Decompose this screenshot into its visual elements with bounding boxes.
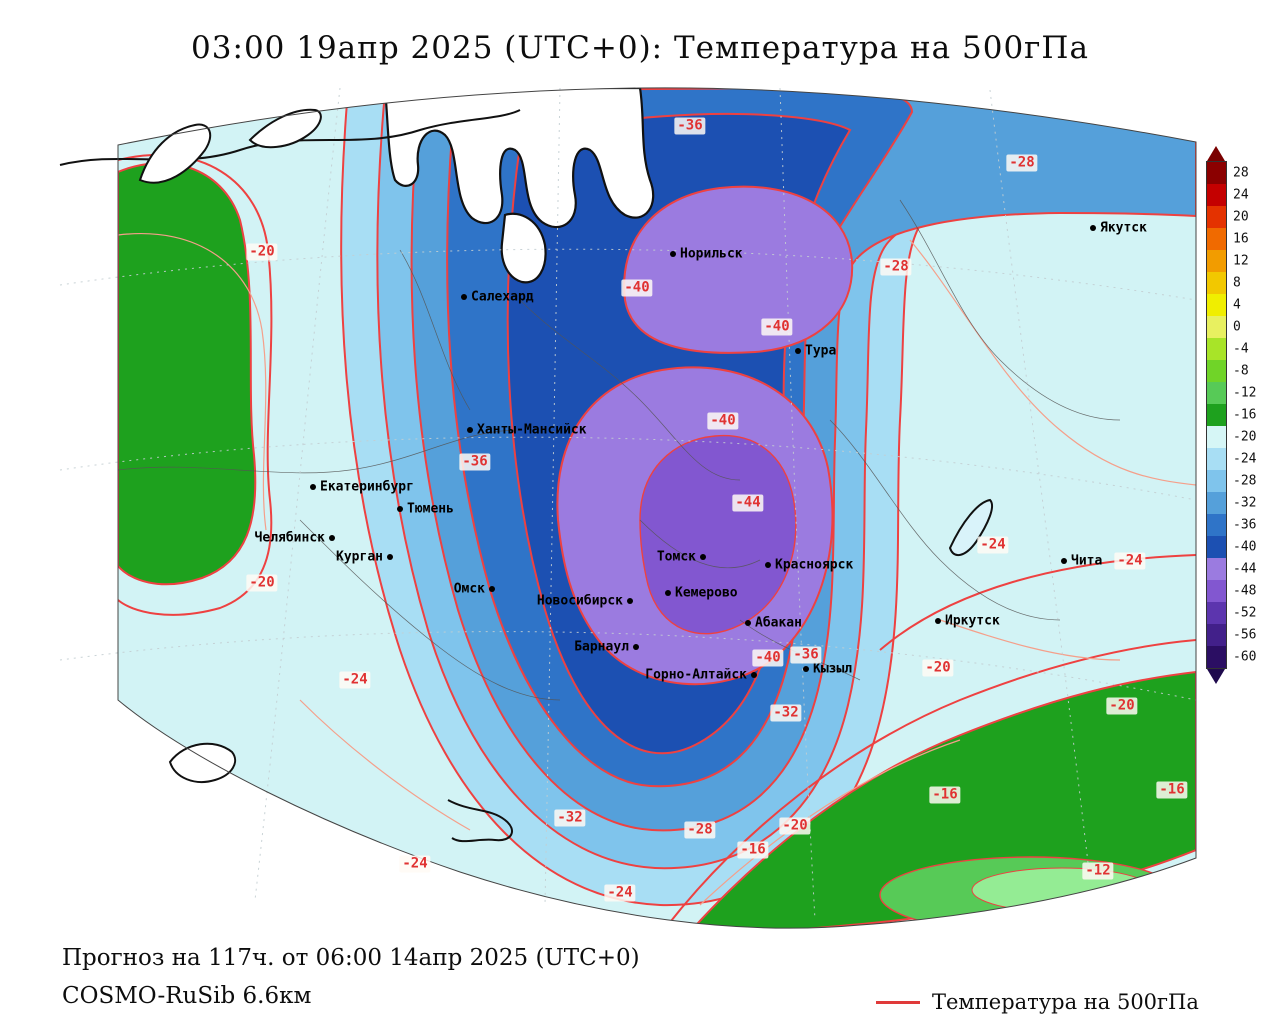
colorbar-segment: 16 (1207, 228, 1249, 250)
colorbar-tick-label: -4 (1233, 341, 1249, 357)
colorbar-segment: -12 (1207, 382, 1256, 404)
colorbar-tick-label: -8 (1233, 363, 1249, 379)
colorbar-tick-label: 8 (1233, 275, 1241, 291)
graticule (59, 87, 1197, 921)
colorbar-segment: -60 (1207, 646, 1256, 668)
forecast-info: Прогноз на 117ч. от 06:00 14апр 2025 (UT… (62, 945, 640, 971)
colorbar-segment: -56 (1207, 624, 1256, 646)
colorbar-tick-label: -16 (1233, 407, 1257, 423)
colorbar-tick-label: 4 (1233, 297, 1241, 313)
colorbar-segment: -48 (1207, 580, 1256, 602)
model-info: COSMO-RuSib 6.6км (62, 983, 312, 1009)
colorbar-segment: 12 (1207, 250, 1249, 272)
colorbar-tick-label: 24 (1233, 187, 1249, 203)
colorbar-tick-label: -20 (1233, 429, 1257, 445)
colorbar-tick-label: -52 (1233, 605, 1257, 621)
colorbar-arrow-up (1207, 146, 1225, 161)
colorbar-segment: -20 (1207, 426, 1256, 448)
colorbar-segment: 24 (1207, 184, 1249, 206)
colorbar: 28 24 20 16 12 8 4 0 -4 -8 -12 -16 -20 -24 -28 -32 -36 -4… (1206, 146, 1276, 684)
colorbar-tick-label: -24 (1233, 451, 1257, 467)
map-legend: Температура на 500гПа (876, 990, 1199, 1014)
colorbar-segment: -52 (1207, 602, 1256, 624)
colorbar-segment: -16 (1207, 404, 1256, 426)
colorbar-tick-label: 20 (1233, 209, 1249, 225)
colorbar-segment: 20 (1207, 206, 1249, 228)
colorbar-bar: 28 24 20 16 12 8 4 0 -4 -8 -12 -16 -20 -24 -28 -32 -36 -4… (1206, 161, 1256, 669)
colorbar-tick-label: -56 (1233, 627, 1257, 643)
colorbar-segment: 28 (1207, 162, 1249, 184)
colorbar-tick-label: 12 (1233, 253, 1249, 269)
colorbar-tick-label: 0 (1233, 319, 1241, 335)
colorbar-segment: -36 (1207, 514, 1256, 536)
colorbar-segment: 8 (1207, 272, 1241, 294)
colorbar-tick-label: -28 (1233, 473, 1257, 489)
colorbar-segment: -4 (1207, 338, 1249, 360)
colorbar-tick-label: -12 (1233, 385, 1257, 401)
colorbar-segment: -8 (1207, 360, 1249, 382)
colorbar-tick-label: 16 (1233, 231, 1249, 247)
colorbar-tick-label: -32 (1233, 495, 1257, 511)
colorbar-tick-label: -40 (1233, 539, 1257, 555)
colorbar-tick-label: -60 (1233, 649, 1257, 665)
colorbar-tick-label: -36 (1233, 517, 1257, 533)
legend-contour-line-icon (876, 1000, 920, 1004)
colorbar-segment: 4 (1207, 294, 1241, 316)
colorbar-segment: -40 (1207, 536, 1256, 558)
colorbar-segment: -32 (1207, 492, 1256, 514)
colorbar-segment: -28 (1207, 470, 1256, 492)
colorbar-segment: 0 (1207, 316, 1241, 338)
colorbar-tick-label: 28 (1233, 165, 1249, 181)
colorbar-segment: -44 (1207, 558, 1256, 580)
page-title: 03:00 19апр 2025 (UTC+0): Температура на… (191, 30, 1089, 66)
colorbar-arrow-down (1207, 669, 1225, 684)
coastline (59, 108, 521, 783)
legend-label: Температура на 500гПа (932, 990, 1199, 1014)
colorbar-segment: -24 (1207, 448, 1256, 470)
colorbar-tick-label: -44 (1233, 561, 1257, 577)
colorbar-tick-label: -48 (1233, 583, 1257, 599)
